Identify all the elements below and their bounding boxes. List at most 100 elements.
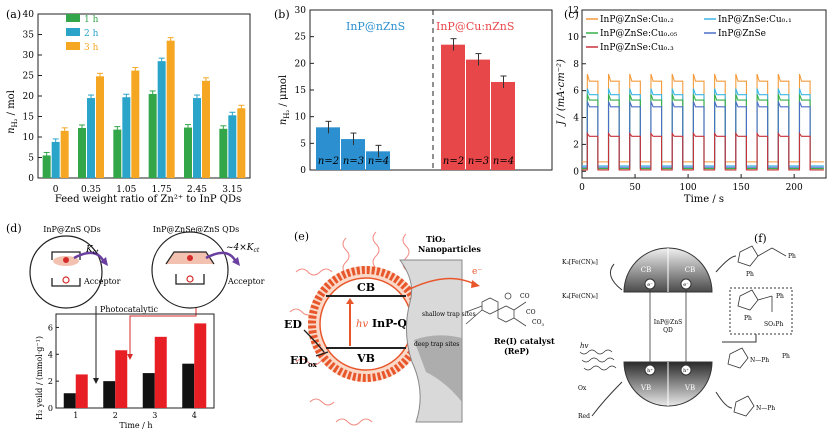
k3-label: K₃[Fe(CN)₆] (562, 259, 598, 266)
a-bar (131, 70, 140, 178)
d-ytick-label: 2 (48, 377, 53, 386)
d-ytick-label: 4 (48, 350, 53, 359)
panel-d-xlabel: Time / h (119, 421, 152, 430)
ph-top: Ph (788, 253, 796, 260)
a-bar (228, 115, 237, 178)
trap-sites (414, 335, 462, 402)
vb-label: VB (356, 352, 375, 365)
panel-a-axes: 0 5 10 15 20 25 30 35 40 0 0.35 1.05 1.75 2.45 3.15 (23, 10, 251, 195)
a-bar (51, 141, 60, 178)
a-bar (42, 155, 51, 178)
ph-top-n: Ph (746, 271, 754, 278)
e-minus-label: e⁻ (472, 267, 482, 277)
hole-left (644, 364, 656, 376)
panel-b-axes: 0 5 10 15 20 25 30 (295, 6, 553, 176)
b-bar (466, 59, 490, 170)
acceptor-label-2: Acceptor (227, 277, 265, 286)
ph-mid: Ph (776, 293, 784, 300)
c-ytick-label: 12 (568, 6, 579, 16)
ed-label: ED (284, 318, 302, 331)
panel-d-label: (d) (6, 222, 22, 235)
b-ytick-label: 30 (295, 6, 307, 16)
d-ytick-label: 0 (48, 404, 53, 413)
d-xtick-label: 3 (152, 411, 157, 420)
b-ytick-label: 20 (295, 59, 307, 69)
panel-c-chart: (c) 0 2 4 6 8 10 12 0 50 100 150 200 InP@ZnSe:Cu₀.₂… (556, 6, 827, 205)
photocatalytic-label: Photocatalytic (100, 305, 158, 314)
a-bar (96, 76, 104, 178)
intermediate-box (729, 287, 793, 335)
c-xtick-label: 0 (579, 183, 585, 193)
tio2-label: TiO₂ (426, 234, 446, 244)
c-ytick-label: 0 (573, 167, 579, 177)
molecule-bottom (733, 395, 755, 417)
connector-red-head (127, 354, 133, 360)
shallow-label: shallow trap sites (422, 311, 476, 318)
qd-label: InP@ZnS (654, 319, 682, 326)
panel-c-ylabel: J / (mA·cm⁻²) (556, 59, 567, 127)
a-ytick-label: 0 (28, 174, 34, 184)
qd-label-2: QD (663, 327, 673, 334)
panel-e-figure: (e) CB VB hv InP-QD ED EDox TiO₂ Nanopar… (284, 230, 555, 426)
fe-arrow (609, 263, 623, 291)
acceptor-label-1: Acceptor (83, 277, 121, 286)
panel-f-label: (f) (754, 232, 767, 245)
d-xtick-label: 4 (192, 411, 197, 420)
ox-label: Ox (578, 385, 587, 392)
redox-arrow (591, 381, 623, 417)
d-xtick-label: 1 (73, 411, 78, 420)
panel-d-frame (55, 313, 215, 409)
cat-label: Re(I) catalyst (494, 336, 555, 346)
molecule-top (737, 245, 787, 267)
ed-arrow (303, 329, 325, 353)
electron-left (644, 278, 656, 290)
deep-label: deep trap sites (414, 341, 459, 348)
panel-e-label: (e) (294, 230, 309, 243)
a-xtick-label: 1.05 (116, 185, 136, 195)
qd1-circle (29, 235, 103, 309)
kct2-label: ~4×Kct (226, 243, 260, 254)
ph-sulfonyl: Ph (782, 353, 790, 360)
n-ph-2: N—Ph (756, 405, 775, 412)
electron-transfer-head (471, 280, 480, 288)
b-ytick-label: 10 (295, 113, 307, 123)
panel-b-title-right: InP@Cu:nZnS (436, 20, 514, 33)
c-ytick-label: 2 (573, 140, 579, 150)
hplus-right: h⁺ (683, 368, 689, 374)
k4-label: K₄[Fe(CN)₆] (562, 293, 598, 300)
a-ytick-label: 35 (23, 31, 35, 41)
a-bar (166, 40, 175, 179)
b-bar-label: n=4 (368, 156, 389, 167)
a-xtick-label: 2.45 (187, 185, 207, 195)
c-xtick-label: 200 (786, 183, 803, 193)
a-ytick-label: 15 (23, 113, 35, 123)
qd1-transfer-arrow (73, 251, 106, 263)
panel-d-ylabel: H₂ yeild / (mmol·g⁻¹) (35, 336, 44, 420)
a-xtick-label: 0.35 (81, 185, 101, 195)
panel-a-xlabel: Feed weight ratio of Zn²⁺ to InP QDs (55, 194, 241, 205)
rep-label: (ReP) (504, 346, 530, 356)
a-bar (148, 93, 157, 178)
qd2-electron (187, 255, 193, 261)
bracket-line (722, 334, 757, 343)
panel-a-legend: 1 h 2 h 3 h (66, 14, 99, 53)
light-squiggles (579, 349, 617, 371)
b-bar-label: n=4 (493, 156, 514, 167)
d-bar (103, 381, 116, 408)
cb-label-left: CB (641, 266, 652, 274)
d-ytick-label: 6 (48, 323, 53, 332)
c-legend-label: InP@ZnSe (718, 29, 766, 39)
qd2-title: InP@ZnSe@ZnS QDs (153, 225, 239, 234)
c-ytick-label: 8 (573, 60, 579, 70)
d-xtick-label: 2 (113, 411, 118, 420)
kct-label: Kct (85, 245, 99, 256)
d-bar (75, 374, 88, 408)
qd-name: InP-QD (372, 317, 417, 330)
cb-label-right: CB (685, 266, 696, 274)
b-ytick-label: 25 (295, 33, 307, 43)
a-bar (184, 127, 192, 178)
panel-c-frame (581, 9, 827, 179)
co-label-1: CO (520, 293, 530, 300)
qd2-transfer-arrow (205, 251, 238, 263)
qd1-vb-well (51, 278, 81, 287)
